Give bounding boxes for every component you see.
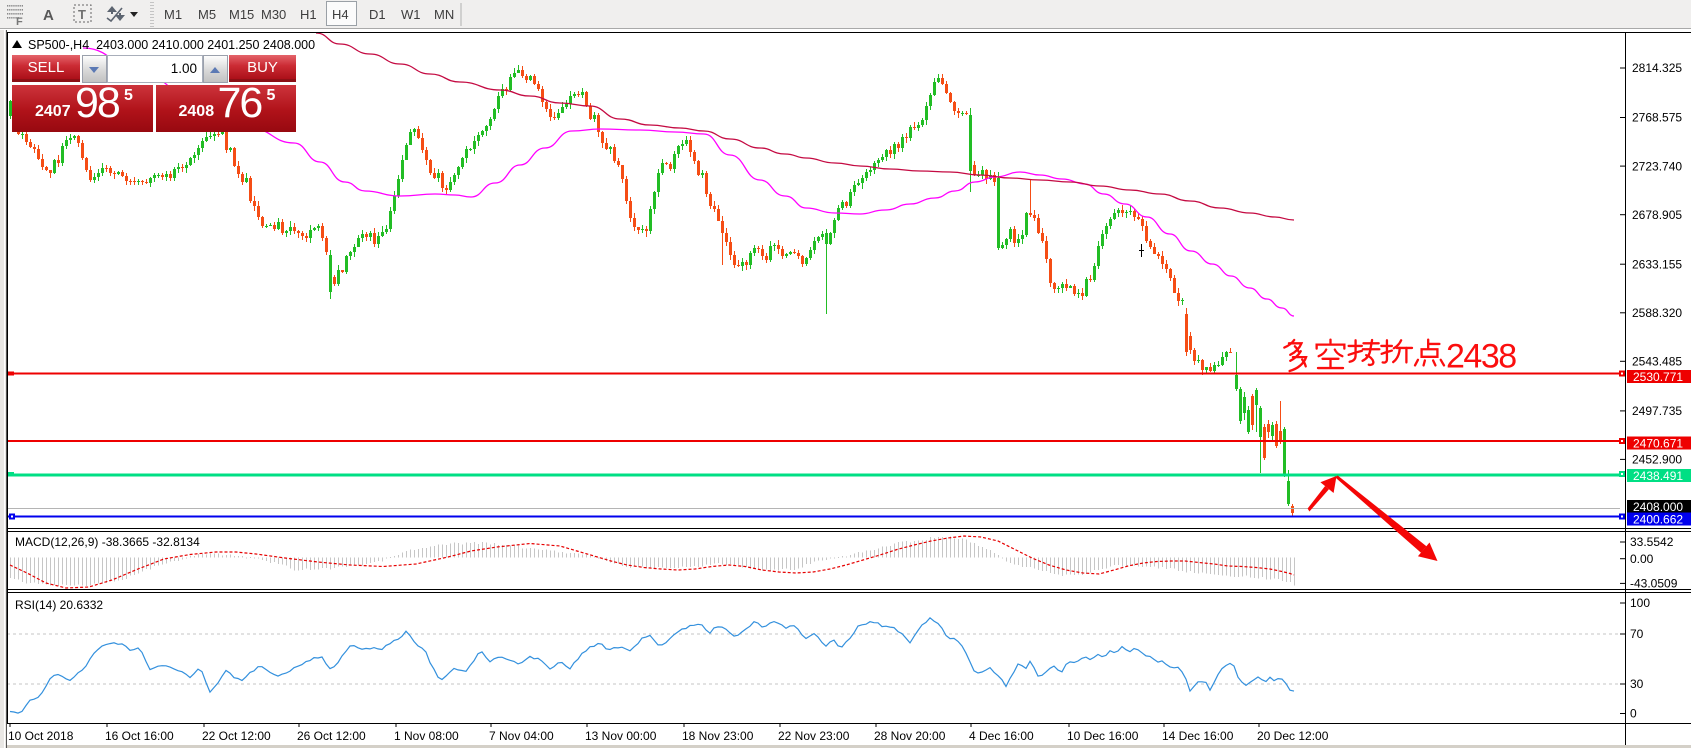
svg-text:2678.905: 2678.905 [1632,208,1682,222]
svg-text:1 Nov 08:00: 1 Nov 08:00 [394,729,459,743]
svg-text:4 Dec 16:00: 4 Dec 16:00 [969,729,1034,743]
svg-text:7 Nov 04:00: 7 Nov 04:00 [489,729,554,743]
svg-text:2438: 2438 [1446,338,1516,376]
svg-text:2588.320: 2588.320 [1632,306,1682,320]
svg-text:2438.491: 2438.491 [1633,469,1683,483]
svg-text:20 Dec 12:00: 20 Dec 12:00 [1257,729,1329,743]
svg-text:2543.485: 2543.485 [1632,355,1682,369]
svg-text:33.5542: 33.5542 [1630,535,1674,549]
svg-text:70: 70 [1630,627,1644,641]
svg-text:10 Dec 16:00: 10 Dec 16:00 [1067,729,1139,743]
svg-text:2452.900: 2452.900 [1632,453,1682,467]
svg-text:0: 0 [1630,707,1637,721]
svg-text:18 Nov 23:00: 18 Nov 23:00 [682,729,754,743]
svg-text:2723.740: 2723.740 [1632,159,1682,173]
svg-text:2530.771: 2530.771 [1633,370,1683,384]
svg-text:30: 30 [1630,677,1644,691]
svg-text:-43.0509: -43.0509 [1630,577,1678,591]
svg-text:26 Oct 12:00: 26 Oct 12:00 [297,729,366,743]
svg-text:28 Nov 20:00: 28 Nov 20:00 [874,729,946,743]
svg-text:22 Oct 12:00: 22 Oct 12:00 [202,729,271,743]
svg-text:T: T [78,7,86,22]
svg-text:2470.671: 2470.671 [1633,436,1683,450]
svg-text:22 Nov 23:00: 22 Nov 23:00 [778,729,850,743]
svg-text:13 Nov 00:00: 13 Nov 00:00 [585,729,657,743]
svg-text:100: 100 [1630,596,1650,610]
svg-text:2408.000: 2408.000 [1633,500,1683,514]
svg-text:2814.325: 2814.325 [1632,61,1682,75]
svg-text:16 Oct 16:00: 16 Oct 16:00 [105,729,174,743]
svg-text:0.00: 0.00 [1630,552,1654,566]
svg-text:14 Dec 16:00: 14 Dec 16:00 [1162,729,1234,743]
svg-text:2633.155: 2633.155 [1632,257,1682,271]
svg-text:2400.662: 2400.662 [1633,512,1683,526]
svg-text:10 Oct 2018: 10 Oct 2018 [8,729,74,743]
svg-text:2768.575: 2768.575 [1632,111,1682,125]
svg-text:2497.735: 2497.735 [1632,404,1682,418]
svg-text:A: A [43,7,54,24]
svg-text:F: F [16,16,23,28]
